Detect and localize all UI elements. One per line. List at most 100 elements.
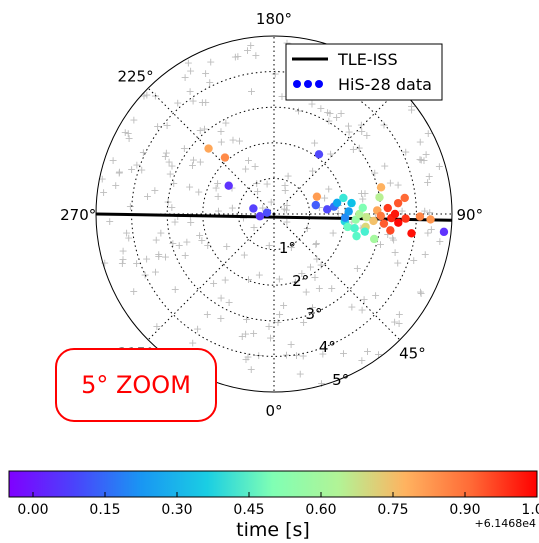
background-plus-marker: + (255, 268, 264, 281)
background-plus-marker: + (286, 338, 295, 351)
data-point (262, 208, 272, 217)
background-plus-marker: + (105, 215, 114, 228)
zoom-annotation-text: 5° ZOOM (81, 371, 191, 399)
colorbar-tick-label: 1.05 (521, 502, 539, 518)
background-plus-marker: + (235, 134, 244, 147)
background-plus-marker: + (376, 238, 385, 251)
background-plus-marker: + (154, 248, 163, 261)
background-plus-marker: + (325, 107, 334, 120)
background-plus-marker: + (153, 120, 162, 133)
background-plus-marker: + (161, 250, 170, 263)
background-plus-marker: + (294, 104, 303, 117)
colorbar-label: time [s] (236, 519, 310, 541)
background-plus-marker: + (175, 239, 184, 252)
background-plus-marker: + (423, 227, 432, 240)
background-plus-marker: + (244, 154, 253, 167)
background-plus-marker: + (246, 39, 255, 52)
background-plus-marker: + (420, 205, 429, 218)
background-plus-marker: + (139, 90, 148, 103)
background-plus-marker: + (164, 156, 173, 169)
background-plus-marker: + (282, 203, 291, 216)
angle-tick-label: 180° (256, 10, 292, 28)
background-plus-marker: + (193, 322, 202, 335)
data-point (340, 213, 350, 222)
data-point (249, 204, 258, 213)
data-point (311, 200, 320, 210)
background-plus-marker: + (233, 50, 242, 63)
background-plus-marker: + (357, 125, 366, 138)
background-plus-marker: + (203, 308, 212, 321)
data-point (224, 181, 233, 190)
background-plus-marker: + (217, 291, 226, 304)
background-plus-marker: + (287, 241, 296, 254)
background-plus-marker: + (189, 94, 198, 107)
background-plus-marker: + (390, 316, 399, 329)
data-point (344, 207, 353, 216)
background-plus-marker: + (180, 71, 189, 84)
background-plus-marker: + (316, 102, 325, 115)
background-plus-marker: + (214, 190, 223, 203)
data-point (386, 226, 395, 235)
background-plus-marker: + (241, 163, 250, 176)
background-plus-marker: + (282, 215, 291, 228)
background-plus-marker: + (421, 248, 430, 261)
background-plus-marker: + (98, 173, 107, 186)
background-plus-marker: + (397, 205, 406, 218)
background-plus-marker: + (243, 350, 252, 363)
background-plus-marker: + (407, 100, 416, 113)
background-plus-marker: + (417, 153, 426, 166)
background-plus-marker: + (308, 301, 317, 314)
colorbar-offset-text: +6.1468e4 (475, 517, 536, 530)
background-plus-marker: + (409, 254, 418, 267)
background-plus-marker: + (129, 285, 138, 298)
data-point (390, 209, 400, 219)
background-plus-marker: + (266, 332, 275, 345)
data-point (394, 218, 403, 227)
background-plus-marker: + (306, 260, 315, 273)
background-plus-marker: + (111, 179, 120, 192)
background-plus-marker: + (203, 239, 212, 252)
background-plus-marker: + (328, 226, 337, 239)
background-plus-marker: + (251, 160, 260, 173)
background-plus-marker: + (140, 269, 149, 282)
background-plus-marker: + (154, 250, 163, 263)
colorbar-tick-label: 0.60 (305, 502, 336, 518)
background-plus-marker: + (242, 313, 251, 326)
background-plus-marker: + (307, 97, 316, 110)
data-point (343, 222, 352, 232)
background-plus-marker: + (181, 249, 190, 262)
background-plus-marker: + (169, 177, 178, 190)
background-plus-marker: + (394, 317, 403, 330)
background-plus-marker: + (332, 111, 341, 124)
background-plus-marker: + (180, 142, 189, 155)
background-plus-marker: + (315, 201, 324, 214)
background-plus-marker: + (423, 176, 432, 189)
data-point (314, 150, 324, 159)
background-plus-marker: + (349, 143, 358, 156)
data-point (379, 219, 389, 228)
background-plus-marker: + (357, 354, 366, 367)
data-point (400, 193, 409, 203)
colorbar-tick-label: 0.15 (89, 502, 120, 518)
background-plus-marker: + (355, 141, 364, 154)
background-plus-marker: + (244, 273, 253, 286)
data-point (376, 211, 385, 221)
background-plus-marker: + (275, 308, 284, 321)
background-plus-marker: + (137, 164, 146, 177)
background-plus-marker: + (326, 148, 335, 161)
background-plus-marker: + (391, 246, 400, 259)
background-plus-marker: + (339, 347, 348, 360)
data-point (401, 214, 410, 223)
radial-grid-circle (237, 177, 311, 251)
background-plus-marker: + (118, 257, 127, 270)
background-plus-marker: + (324, 115, 333, 128)
background-plus-marker: + (118, 253, 127, 266)
background-plus-marker: + (435, 235, 444, 248)
background-plus-marker: + (303, 222, 312, 235)
background-plus-marker: + (317, 377, 326, 390)
background-plus-marker: + (216, 312, 225, 325)
background-plus-marker: + (125, 132, 134, 145)
background-plus-marker: + (383, 228, 392, 241)
background-plus-marker: + (323, 106, 332, 119)
colorbar-tick-label: 0.75 (377, 502, 408, 518)
